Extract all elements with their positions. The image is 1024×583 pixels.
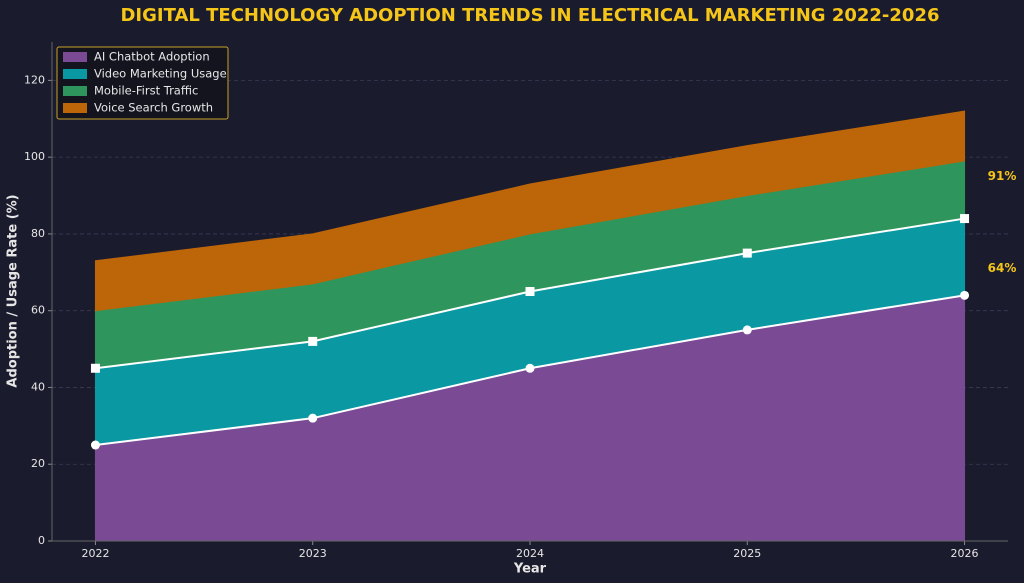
legend-swatch (63, 103, 87, 113)
marker (960, 214, 970, 224)
y-axis-label: Adoption / Usage Rate (%) (6, 194, 21, 387)
marker (742, 248, 752, 258)
x-tick-label: 2022 (81, 547, 109, 560)
y-tick-label: 120 (24, 73, 45, 86)
legend-label: AI Chatbot Adoption (94, 50, 210, 64)
annotation: 91% (988, 169, 1017, 183)
annotation: 64% (988, 261, 1017, 275)
legend-swatch (63, 52, 87, 62)
x-axis-label: Year (513, 562, 547, 577)
x-tick-label: 2026 (951, 547, 979, 560)
marker (308, 336, 318, 346)
marker (90, 440, 100, 450)
y-tick-label: 100 (24, 150, 45, 163)
legend-swatch (63, 69, 87, 79)
legend: AI Chatbot Adoption Video Marketing Usage… (56, 46, 229, 120)
marker (308, 413, 318, 423)
y-tick-label: 60 (31, 304, 45, 317)
legend-box (56, 46, 229, 120)
marker (90, 363, 100, 373)
marker (525, 363, 535, 373)
y-tick-label: 20 (31, 457, 45, 470)
marker (960, 290, 970, 300)
y-tick-label: 80 (31, 227, 45, 240)
area (94, 110, 966, 312)
legend-label: Mobile-First Traffic (94, 84, 198, 98)
y-tick-label: 40 (31, 380, 45, 393)
x-tick-label: 2024 (516, 547, 544, 560)
x-tick-label: 2025 (733, 547, 761, 560)
y-tick-label: 0 (38, 534, 45, 547)
marker (742, 325, 752, 335)
legend-label: Voice Search Growth (94, 101, 213, 115)
legend-swatch (63, 86, 87, 96)
legend-label: Video Marketing Usage (94, 67, 227, 81)
marker (525, 287, 535, 296)
chart-title: DIGITAL TECHNOLOGY ADOPTION TRENDS IN EL… (120, 5, 939, 26)
x-tick-label: 2023 (299, 547, 327, 560)
